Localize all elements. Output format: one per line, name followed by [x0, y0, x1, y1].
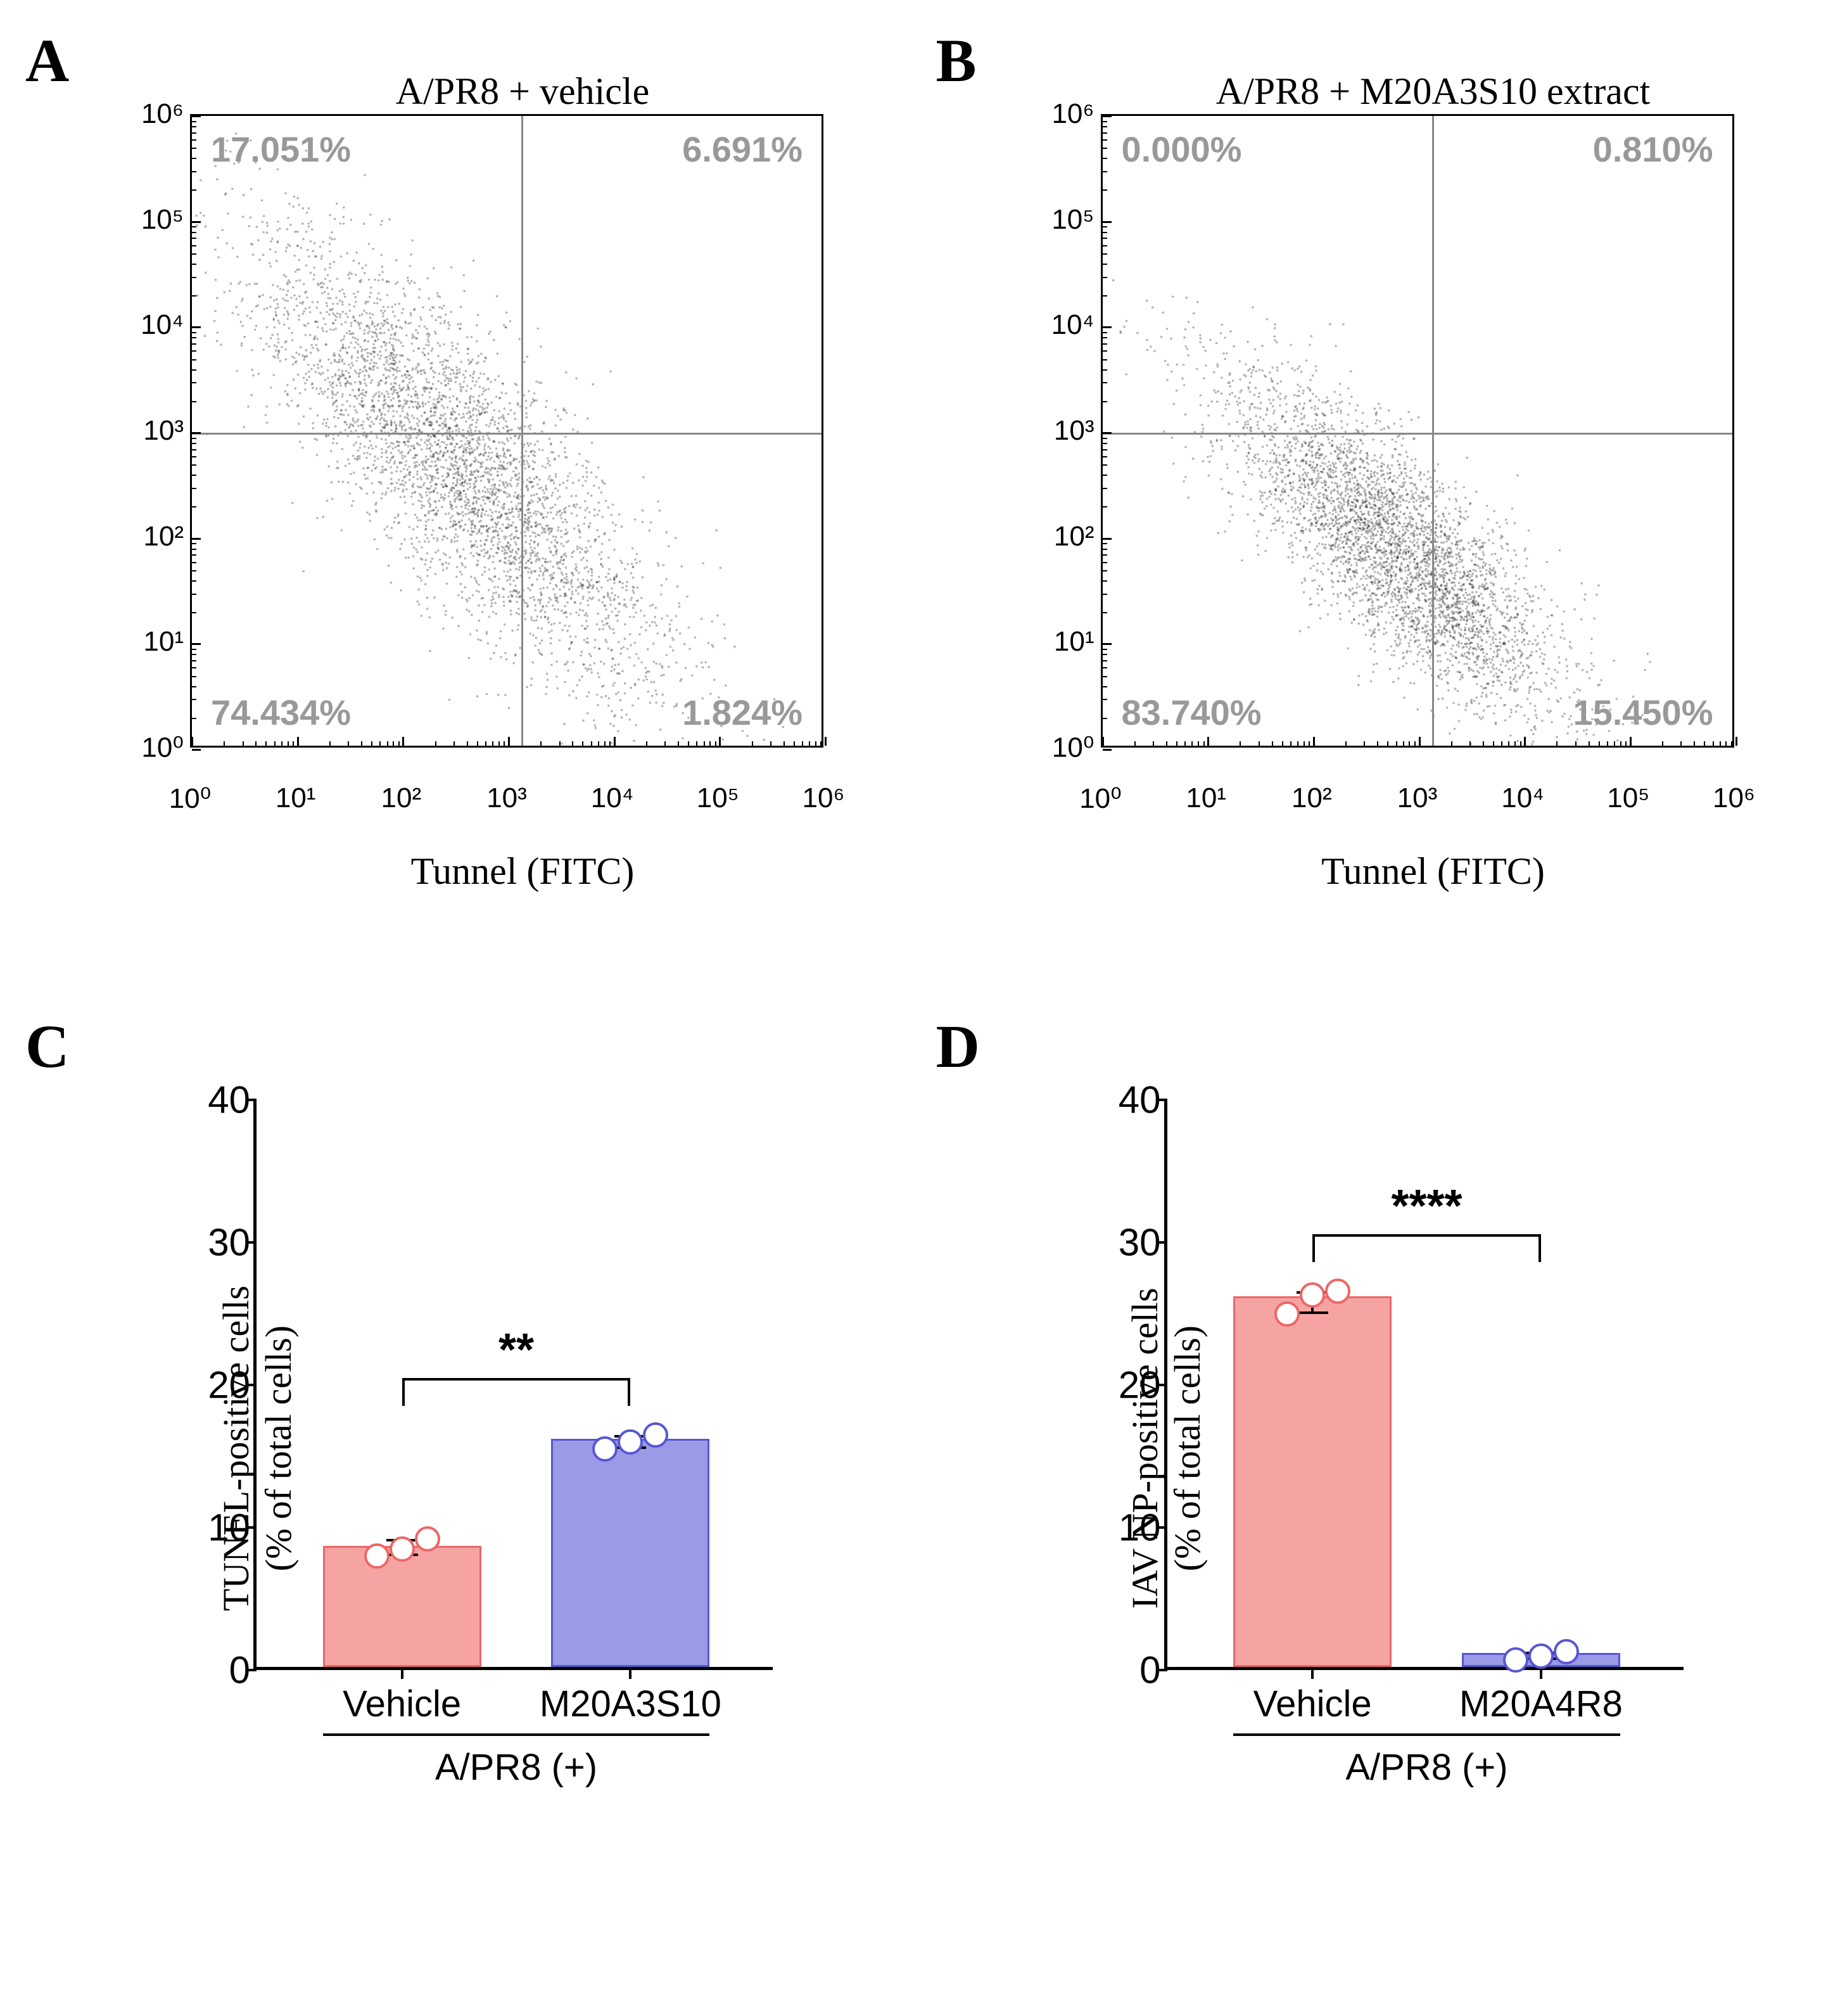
scatter-b-tick-labels-x: 10⁰10¹10²10³10⁴10⁵10⁶: [1101, 782, 1766, 827]
tick-y-label: 10⁶: [141, 98, 184, 130]
significance-stars: **: [498, 1324, 534, 1376]
tick-x-label: 10⁶: [802, 782, 844, 814]
tick-y-label: 10⁴: [1051, 309, 1095, 341]
bar-vehicle: [323, 1546, 481, 1667]
panel-a-pct-ul: 17.051%: [211, 129, 351, 170]
bar-data-point: [1274, 1301, 1300, 1327]
tick-y-label: 10²: [1054, 521, 1095, 552]
tick-x-label: 10¹: [1186, 782, 1226, 814]
bar-m20a3s10: [551, 1439, 709, 1667]
tick-x-label: 10⁵: [1607, 782, 1649, 814]
bar-xlabel: M20A3S10: [540, 1683, 721, 1725]
scatter-b-tick-labels-y: 10⁰10¹10²10³10⁴10⁵10⁶: [1031, 114, 1095, 779]
bar-ytick-label: 40: [1098, 1078, 1161, 1122]
scatter-a-wrap: A/PR8 + vehicle IAV NP (AF647) Tunnel (F…: [190, 114, 855, 779]
bar-c-axes: 010203040VehicleM20A3S10A/PR8 (+)**: [253, 1100, 773, 1670]
scatter-a-quad-vline: [521, 116, 523, 746]
scatter-a-dots: [192, 116, 822, 746]
bar-data-point: [415, 1526, 440, 1552]
bar-ytick-label: 10: [1098, 1506, 1161, 1550]
tick-y-label: 10⁶: [1051, 98, 1094, 130]
bar-group-label: A/PR8 (+): [435, 1746, 597, 1789]
tick-y-label: 10¹: [143, 626, 184, 658]
bar-ytick-label: 20: [187, 1363, 250, 1407]
tick-x-label: 10⁴: [591, 782, 634, 814]
panel-c-yaxis-l1: TUNEL-positive cells: [215, 1286, 257, 1611]
tick-y-label: 10⁵: [1051, 204, 1094, 236]
bar-data-point: [364, 1543, 390, 1569]
bar-d-wrap: IAV NP-positive cells (% of total cells)…: [1164, 1100, 1734, 1797]
panel-a-pct-ur: 6.691%: [682, 129, 803, 170]
panel-d: D IAV NP-positive cells (% of total cell…: [936, 1011, 1796, 1991]
tick-y-label: 10²: [143, 521, 184, 552]
scatter-b-box: 0.000% 0.810% 83.740% 15.450%: [1101, 114, 1734, 748]
tick-y-label: 10⁵: [141, 204, 184, 236]
bar-xlabel: Vehicle: [343, 1683, 461, 1725]
panel-b-xaxis: Tunnel (FITC): [1101, 850, 1766, 893]
bar-ytick-label: 40: [187, 1078, 250, 1122]
bar-data-point: [1528, 1643, 1554, 1669]
scatter-a-tick-labels-y: 10⁰10¹10²10³10⁴10⁵10⁶: [120, 114, 184, 779]
tick-y-label: 10³: [143, 415, 184, 447]
scatter-a-tick-labels-x: 10⁰10¹10²10³10⁴10⁵10⁶: [190, 782, 855, 827]
tick-y-label: 10¹: [1054, 626, 1095, 658]
bar-group-label: A/PR8 (+): [1345, 1746, 1507, 1789]
panel-a-title: A/PR8 + vehicle: [190, 70, 855, 113]
panel-b-pct-ll: 83.740%: [1122, 692, 1262, 733]
scatter-b-quad-vline: [1432, 116, 1434, 746]
tick-y-label: 10⁴: [141, 309, 184, 341]
bar-c-wrap: TUNEL-positive cells (% of total cells) …: [253, 1100, 823, 1797]
tick-x-label: 10⁰: [1079, 782, 1122, 815]
panel-a-xaxis: Tunnel (FITC): [190, 850, 855, 893]
bar-ytick-label: 30: [187, 1221, 250, 1265]
panel-b: B A/PR8 + M20A3S10 extract IAV NP (AF647…: [936, 25, 1796, 973]
scatter-b-quad-hline: [1103, 433, 1732, 435]
panel-a-label: A: [25, 25, 69, 96]
panel-b-label: B: [936, 25, 977, 96]
bar-vehicle: [1233, 1296, 1392, 1667]
bar-ytick-label: 0: [187, 1649, 250, 1692]
bar-data-point: [1325, 1279, 1350, 1304]
tick-y-label: 10³: [1054, 415, 1095, 447]
panel-c: C TUNEL-positive cells (% of total cells…: [25, 1011, 885, 1991]
bar-data-point: [1554, 1639, 1579, 1664]
bar-ytick-label: 10: [187, 1506, 250, 1550]
bar-xlabel: M20A4R8: [1459, 1683, 1623, 1725]
tick-x-label: 10²: [1291, 782, 1332, 814]
panel-b-title: A/PR8 + M20A3S10 extract: [1101, 70, 1766, 113]
tick-x-label: 10³: [1397, 782, 1438, 814]
tick-x-label: 10⁴: [1501, 782, 1544, 814]
scatter-a-box: 17.051% 6.691% 74.434% 1.824%: [190, 114, 823, 748]
bar-data-point: [390, 1536, 415, 1562]
tick-x-label: 10⁶: [1713, 782, 1755, 814]
panel-a-pct-ll: 74.434%: [211, 692, 351, 733]
bar-d-axes: 010203040VehicleM20A4R8A/PR8 (+)****: [1164, 1100, 1684, 1670]
bar-xlabel: Vehicle: [1253, 1683, 1372, 1725]
panel-b-pct-ul: 0.000%: [1122, 129, 1242, 170]
significance-stars: ****: [1391, 1180, 1462, 1232]
panel-a-pct-lr: 1.824%: [682, 692, 803, 733]
scatter-b-wrap: A/PR8 + M20A3S10 extract IAV NP (AF647) …: [1101, 114, 1766, 779]
tick-x-label: 10⁵: [697, 782, 739, 814]
panel-b-pct-lr: 15.450%: [1573, 692, 1713, 733]
panel-d-label: D: [936, 1011, 980, 1081]
bar-data-point: [1503, 1647, 1528, 1673]
tick-y-label: 10⁰: [141, 732, 184, 764]
panel-d-yaxis-l1: IAV NP-positive cells: [1124, 1288, 1165, 1609]
tick-x-label: 10¹: [276, 782, 316, 814]
tick-y-label: 10⁰: [1052, 732, 1095, 764]
panel-b-pct-ur: 0.810%: [1593, 129, 1713, 170]
bar-data-point: [643, 1422, 668, 1448]
scatter-a-quad-hline: [192, 433, 822, 435]
bar-ytick-label: 20: [1098, 1363, 1161, 1407]
panel-c-label: C: [25, 1011, 69, 1081]
bar-ytick-label: 0: [1098, 1649, 1161, 1692]
tick-x-label: 10⁰: [169, 782, 212, 815]
tick-x-label: 10²: [381, 782, 422, 814]
bar-ytick-label: 30: [1098, 1221, 1161, 1265]
scatter-b-dots: [1103, 116, 1732, 746]
tick-x-label: 10³: [486, 782, 527, 814]
panel-a: A A/PR8 + vehicle IAV NP (AF647) Tunnel …: [25, 25, 885, 973]
